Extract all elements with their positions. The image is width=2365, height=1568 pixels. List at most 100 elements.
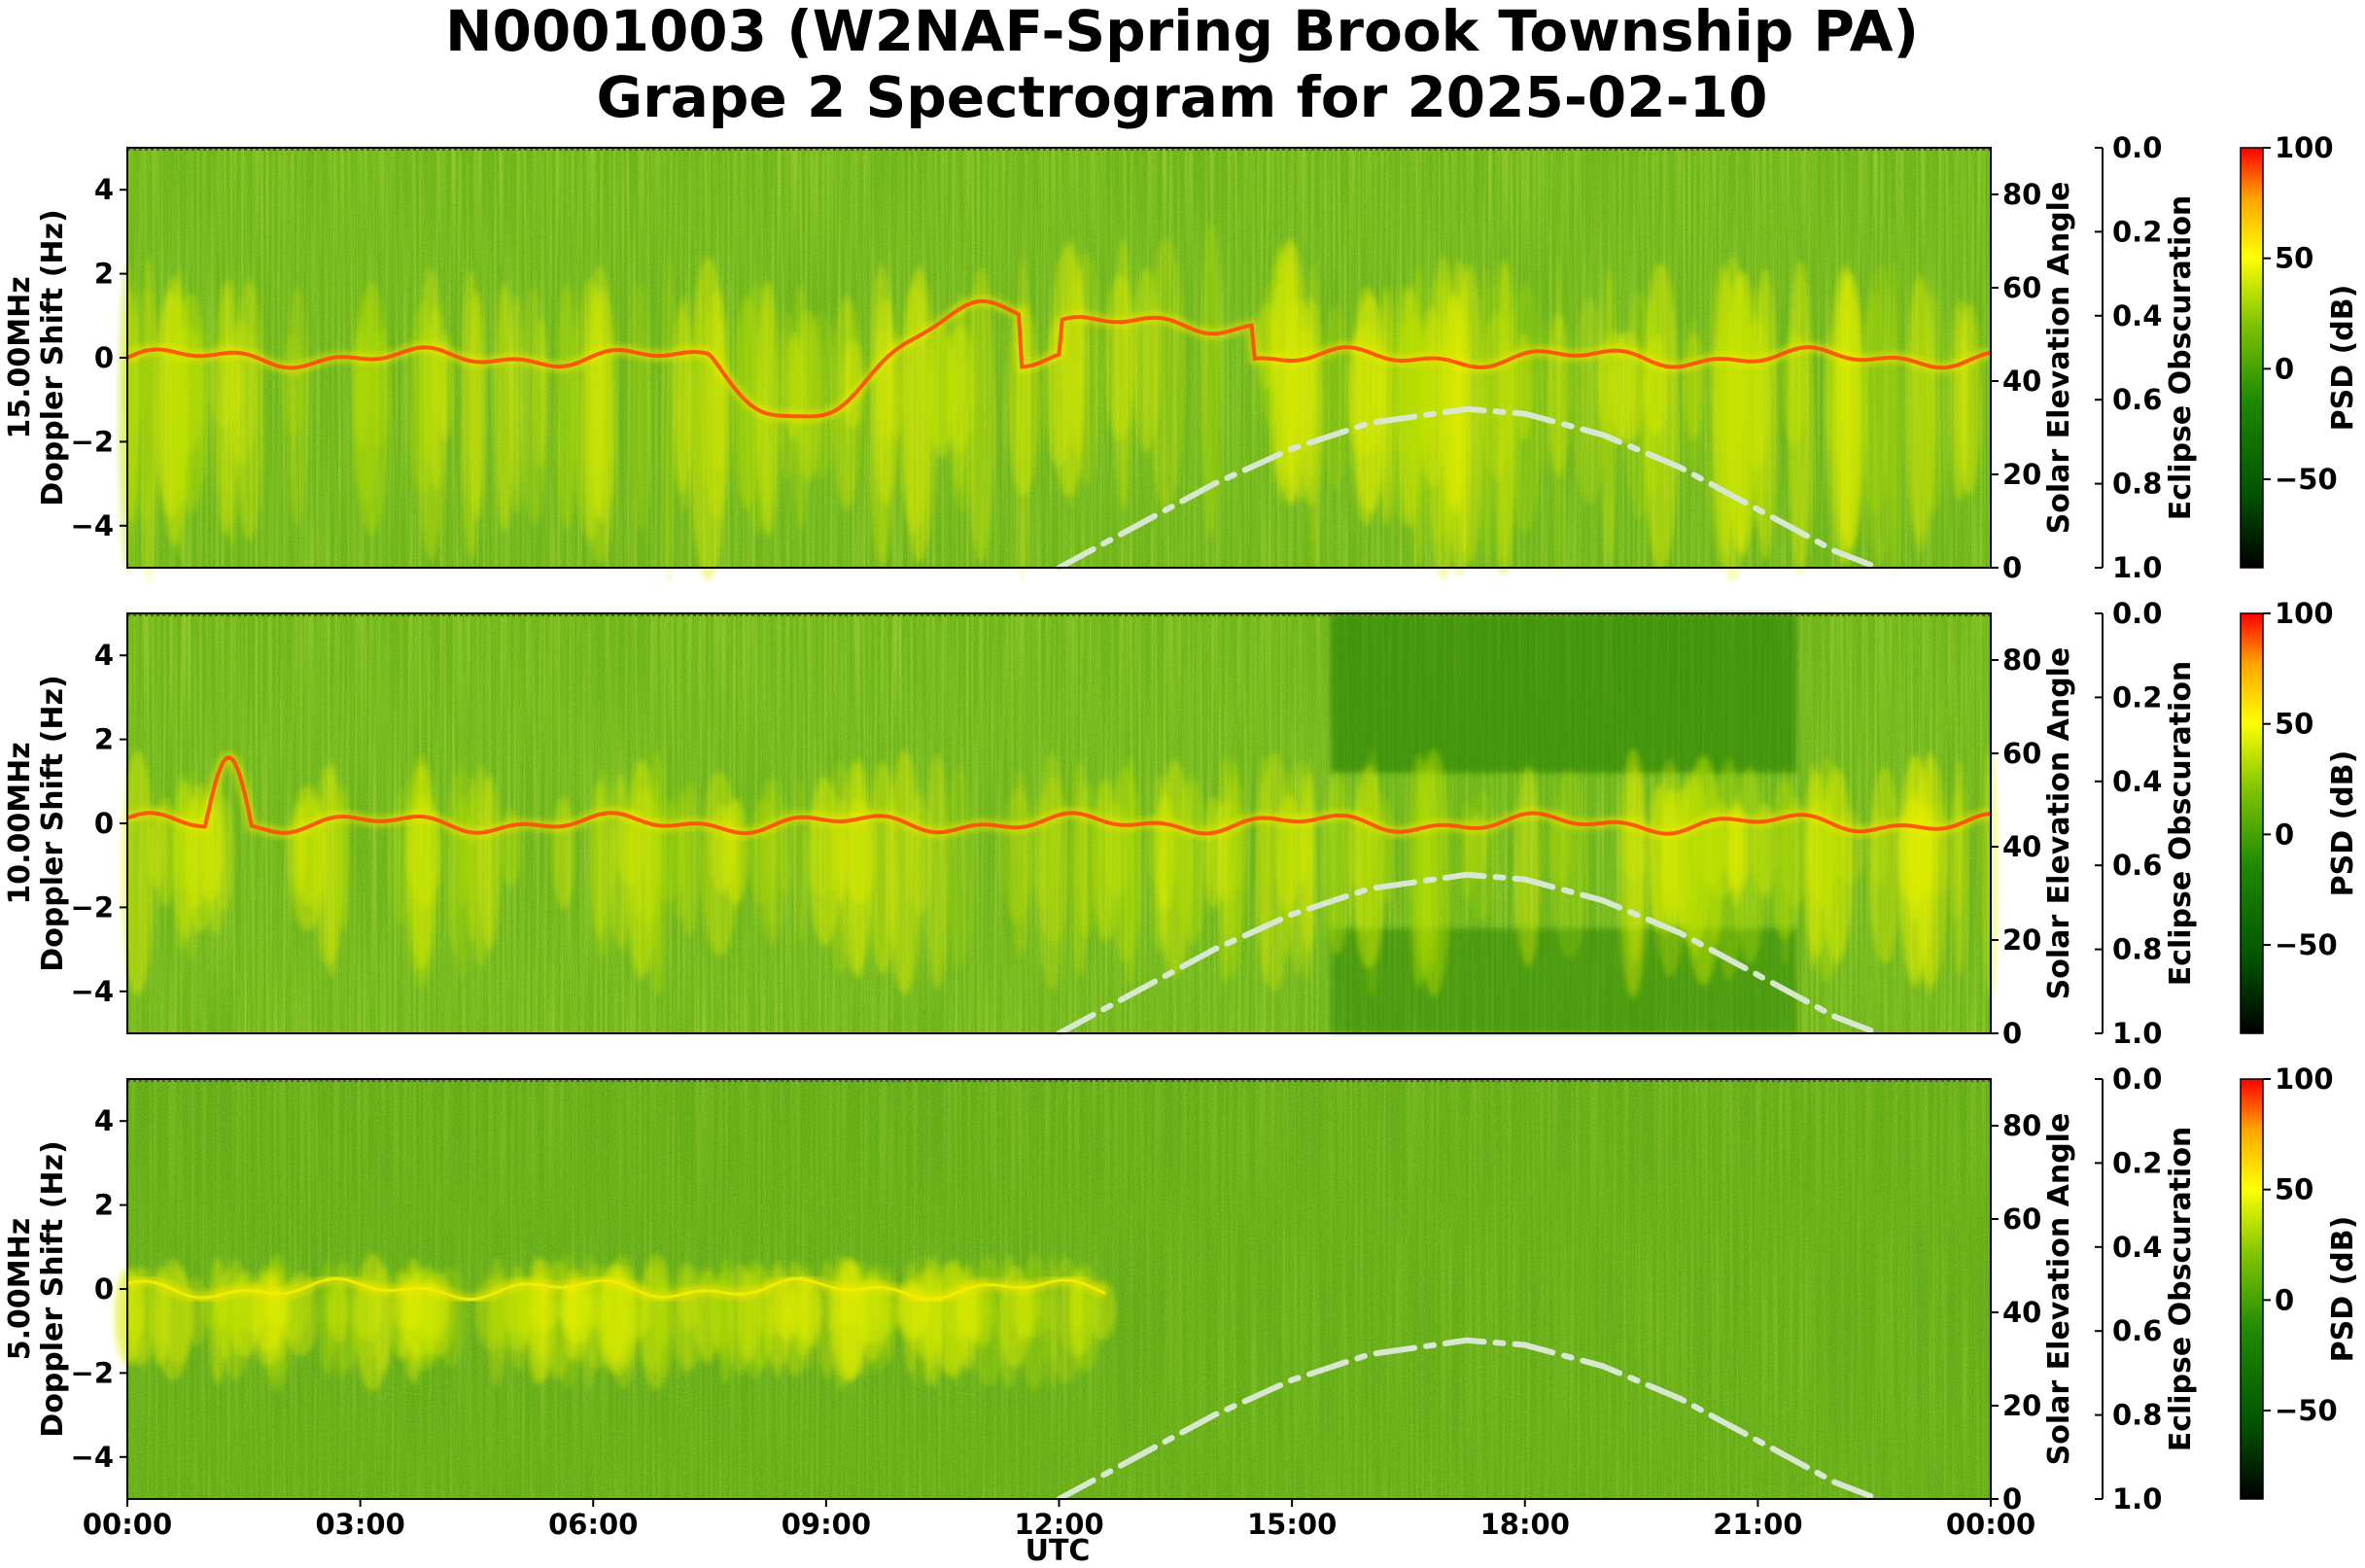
doppler-axis-label: Doppler Shift (Hz) [36,675,70,971]
doppler-spread-blob [850,758,868,980]
solar-tick-label: 20 [2002,923,2041,957]
solar-tick-label: 40 [2002,365,2041,398]
panel-5MHz: 420−2−45.00MHz Doppler Shift (Hz)80604020… [3,1063,2360,1516]
solar-tick-label: 80 [2002,1109,2041,1142]
doppler-tick-label: 2 [94,258,114,291]
eclipse-tick-label: 0.4 [2112,299,2162,332]
doppler-spread-blob [1603,269,1617,557]
doppler-spread-blob [270,1269,289,1362]
doppler-spread-blob [925,753,950,990]
doppler-spread-blob [288,798,327,906]
doppler-spread-blob [907,792,931,917]
solar-tick-label: 40 [2002,1296,2041,1329]
x-tick-label: 00:00 [1946,1508,2035,1541]
doppler-spread-blob [140,256,158,582]
doppler-spread-blob [791,284,811,530]
carrier-trace [126,298,1992,419]
doppler-spread-blob [460,269,482,558]
carrier-trace [126,755,1992,836]
doppler-spread-blob [700,771,740,957]
doppler-tick-label: −4 [71,1441,114,1474]
solar-axis-label: Solar Elevation Angle [2042,1113,2076,1466]
doppler-spread-blob [1805,763,1822,970]
eclipse-tick-label: 0.2 [2112,215,2162,248]
eclipse-tick-label: 1.0 [2112,1017,2162,1050]
doppler-spread-blob [693,306,712,489]
panel-frequency-label: 10.00MHz [3,742,37,904]
eclipse-tick-label: 0.6 [2112,383,2162,416]
eclipse-tick-label: 1.0 [2112,551,2162,584]
doppler-spread-blob [367,330,392,446]
doppler-spread-blob [1496,261,1514,574]
colorbar-tick-label: 50 [2275,708,2313,741]
solar-tick-label: 60 [2002,737,2041,770]
x-tick-label: 06:00 [548,1508,638,1541]
doppler-spread-blob [1285,238,1298,507]
doppler-spread-blob [335,784,350,931]
solar-tick-label: 0 [2002,1482,2022,1516]
x-tick-label: 12:00 [1014,1508,1103,1541]
x-axis-label: UTC [1026,1534,1091,1568]
doppler-spread-blob [524,1257,551,1385]
doppler-spread-blob [781,1261,810,1376]
doppler-spread-blob [532,316,548,470]
doppler-tick-label: 2 [94,1189,114,1222]
doppler-spread-blob [1352,783,1378,935]
x-tick-label: 15:00 [1247,1508,1337,1541]
doppler-tick-label: 2 [94,723,114,756]
eclipse-tick-label: 0.8 [2112,933,2162,966]
doppler-spread-blob [1683,332,1704,441]
solar-elevation-curve [1056,871,1882,1036]
doppler-spread-blob [627,283,653,533]
doppler-spread-blob [478,774,501,951]
doppler-spread-blob [1457,801,1476,900]
eclipse-tick-label: 0.2 [2112,680,2162,714]
doppler-spread-blob [653,1278,673,1345]
doppler-spread-blob [1257,301,1278,391]
eclipse-tick-label: 0.4 [2112,1231,2162,1264]
colorbar-tick-label: 50 [2275,1173,2313,1206]
spectrogram-panels: 420−2−415.00MHz Doppler Shift (Hz)8060402… [3,131,2360,1541]
doppler-spread-blob [1070,250,1102,486]
doppler-spread-blob [1287,761,1308,975]
doppler-spread-blob [1767,780,1802,940]
doppler-spread-blob [406,1267,421,1367]
doppler-spread-blob [1323,772,1351,955]
doppler-spread-blob [1684,755,1722,985]
eclipse-tick-label: 0.2 [2112,1146,2162,1179]
chart-title-line1: N0001003 (W2NAF-Spring Brook Township PA… [445,0,1919,64]
x-tick-label: 09:00 [782,1508,871,1541]
eclipse-tick-label: 0.8 [2112,1399,2162,1432]
eclipse-tick-label: 0.6 [2112,849,2162,882]
eclipse-tick-label: 0.0 [2112,1063,2162,1096]
doppler-spread-blob [1905,279,1934,539]
colorbar-tick-label: 0 [2275,1283,2294,1316]
doppler-spread-blob [1131,267,1161,453]
doppler-spread-blob [171,293,209,513]
doppler-spread-blob [652,800,685,902]
doppler-spread-blob [423,1266,437,1368]
doppler-tick-label: 0 [94,807,114,840]
panel-10MHz: 420−2−410.00MHz Doppler Shift (Hz)8060402… [3,597,2360,1050]
doppler-spread-blob [793,778,806,945]
doppler-spread-blob [1716,285,1755,530]
doppler-spread-blob [280,334,307,436]
eclipse-axis-label: Eclipse Obscuration [2164,661,2198,987]
doppler-spread-blob [1115,236,1132,511]
doppler-spread-blob [1514,765,1542,967]
doppler-spread-blob [1754,267,1777,561]
doppler-spread-blob [234,278,264,541]
doppler-spread-blob [1442,292,1472,516]
doppler-tick-label: 4 [94,173,114,206]
doppler-spread-blob [1551,260,1566,576]
doppler-spread-blob [1006,1288,1044,1327]
colorbar-tick-label: −50 [2275,928,2338,961]
x-tick-label: 03:00 [315,1508,404,1541]
doppler-spread-blob [406,304,438,493]
solar-tick-label: 20 [2002,1389,2041,1422]
doppler-spread-blob [754,777,789,946]
doppler-spread-blob [1788,260,1813,575]
colorbar-tick-label: 50 [2275,242,2313,275]
doppler-spread-blob [590,770,615,959]
doppler-spread-blob [1949,299,1969,502]
